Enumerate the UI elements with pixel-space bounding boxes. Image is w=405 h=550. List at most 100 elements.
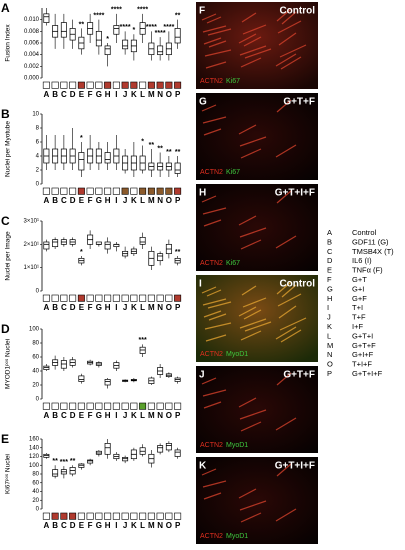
legend-key: B [327,237,332,246]
myotube [238,306,257,317]
myotube [202,480,227,488]
myotube [239,136,267,147]
y-tick-label: 6 [36,140,40,146]
myotube [240,239,262,250]
x-tick-label: B [52,303,58,312]
legend-key: F [327,275,332,284]
legend-key: H [327,294,332,303]
y-tick-label: 0 [36,182,40,188]
y-axis-title: MYOD1ᵖᵒˢ Nuclei [5,339,12,389]
legend-text: G+T [352,275,367,284]
x-tick-label: M [148,303,155,312]
x-tick-label: L [140,196,145,205]
x-tick-label: L [140,303,145,312]
legend-key: E [327,266,332,275]
myotube [203,492,222,500]
x-tick-label: E [79,521,85,530]
myotube [275,417,297,431]
group-marker [77,187,85,195]
x-tick-label: C [61,90,67,99]
legend-key: G [327,284,333,293]
myotube [276,372,292,386]
legend-text: G+T+F [352,341,376,350]
legend-text: G+T+I [352,331,373,340]
x-tick-label: N [157,411,163,420]
x-tick-label: P [175,521,181,530]
group-marker [156,512,164,520]
x-tick-label: E [79,196,85,205]
y-tick-label: 0.008 [24,29,40,35]
x-tick-label: A [43,411,49,420]
group-marker [130,512,138,520]
box [157,445,164,453]
x-tick-label: B [52,90,58,99]
box [78,152,85,171]
legend-text: IL6 (I) [352,256,372,265]
myotube [208,313,227,321]
x-tick-label: D [70,521,76,530]
y-tick-label: 8 [36,126,40,132]
x-tick-label: L [140,90,145,99]
legend-key: D [327,256,333,265]
group-marker [156,294,164,302]
myotube [242,297,267,308]
stain-label: ACTN2 [200,260,223,267]
box [87,459,94,464]
x-tick-label: A [43,303,49,312]
group-marker [139,512,147,520]
significance: **** [93,13,104,20]
significance: **** [120,24,131,31]
legend-key: C [327,247,333,256]
y-tick-label: 0.000 [24,76,40,82]
myotube [275,508,297,522]
stain-label: MyoD1 [226,533,248,540]
myotube [276,8,292,22]
group-marker [42,81,50,89]
x-tick-label: E [79,411,85,420]
x-tick-label: M [148,411,155,420]
significance: **** [111,7,122,14]
x-tick-label: F [88,411,93,420]
x-tick-label: A [43,90,49,99]
group-marker [174,294,182,302]
group-marker [60,294,68,302]
y-tick-label: 3×10¹ [23,219,39,225]
group-marker [51,402,59,410]
x-tick-label: N [157,90,163,99]
group-marker [156,187,164,195]
box [78,463,85,468]
stain-label: MyoD1 [226,442,248,449]
legend-text: I+F [352,322,363,331]
legend-text: G+I [352,284,364,293]
myotube [241,12,257,23]
x-tick-label: H [105,196,111,205]
myotube [242,24,267,35]
box [157,45,164,56]
myotube [241,285,257,296]
y-axis-title: Nuclei per Myotube [5,121,12,177]
group-marker [130,187,138,195]
legend-key: P [327,369,332,378]
x-tick-label: O [166,196,172,205]
myotube [206,16,222,24]
x-tick-label: M [148,90,155,99]
group-marker [69,402,77,410]
myotube [275,326,297,340]
panel-label: J [199,370,205,381]
group-marker [165,402,173,410]
box [165,443,172,451]
group-marker [86,402,94,410]
box [52,469,59,477]
significance: ** [175,13,181,20]
myotube [203,128,222,136]
condition: G+T+F [283,370,315,381]
group-marker [139,402,147,410]
x-tick-label: M [148,521,155,530]
myotube [238,124,257,135]
x-tick-label: K [131,521,137,530]
group-marker [174,81,182,89]
myotube [203,37,222,45]
significance: *** [139,337,147,344]
significance: *** [60,459,68,466]
legend-text: T+I+F [352,360,372,369]
